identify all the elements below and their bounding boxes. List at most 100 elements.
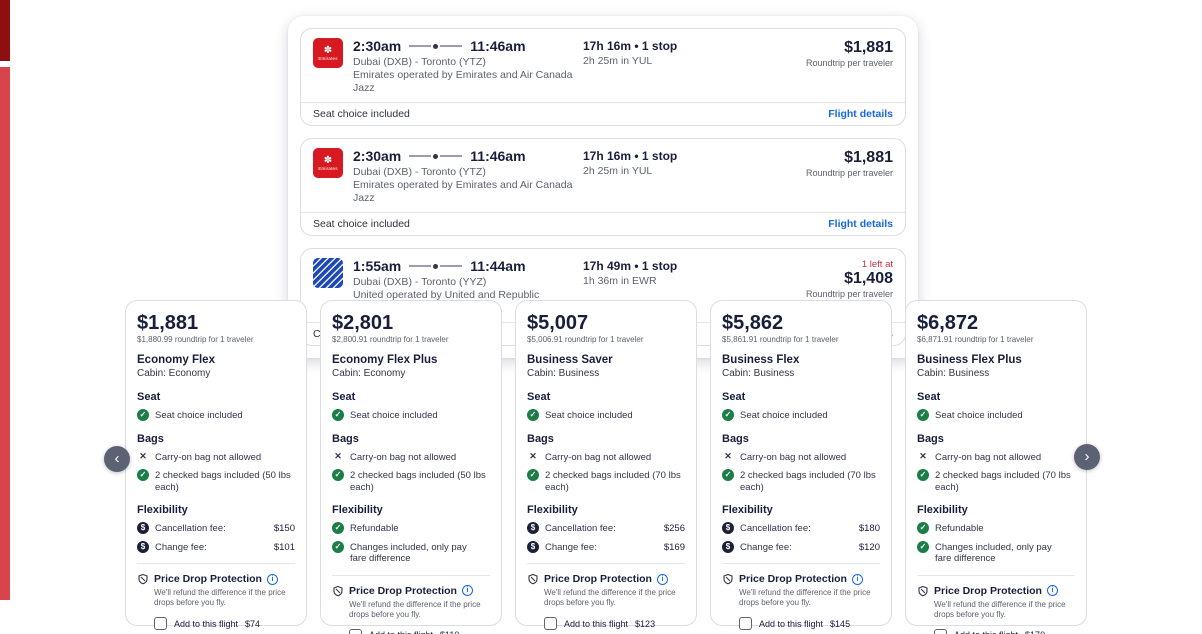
x-mark-icon [527, 451, 539, 463]
bags-section-header: Bags [332, 432, 359, 445]
price-drop-protection-title: Price Drop Protection [544, 573, 652, 585]
info-icon[interactable]: i [851, 573, 863, 585]
seat-section-header: Seat [917, 391, 941, 403]
check-circle-icon [527, 469, 539, 481]
divider [137, 563, 295, 564]
seat-item-text: Seat choice included [740, 410, 828, 421]
flight-details-link[interactable]: Flight details [828, 218, 893, 230]
info-icon[interactable]: i [461, 585, 473, 596]
divider [917, 574, 1075, 576]
left-edge-bar-bottom [0, 67, 10, 600]
duration-stops: 17h 16m • 1 stop [583, 149, 678, 163]
flexibility-item-text: Change fee: [740, 541, 792, 553]
add-to-flight-checkbox[interactable] [934, 628, 947, 634]
fee-amount: $169 [663, 541, 685, 553]
add-to-flight-checkbox[interactable] [544, 617, 557, 630]
price-drop-protection-description: We'll refund the difference if the price… [934, 599, 1066, 619]
check-circle-icon [137, 409, 149, 421]
fee-amount: $150 [273, 523, 295, 534]
fare-cabin: Cabin: Economy [332, 368, 406, 379]
flexibility-section-header: Flexibility [527, 504, 578, 516]
add-to-flight-checkbox[interactable] [154, 617, 167, 630]
urgency-note: 1 left at [861, 259, 893, 270]
flexibility-item-text: Cancellation fee: [545, 523, 616, 534]
fee-status-icon [527, 540, 539, 553]
bag-item-text: Carry-on bag not allowed [155, 451, 262, 463]
info-icon[interactable]: i [266, 573, 278, 585]
bag-item-text: Carry-on bag not allowed [935, 451, 1042, 463]
x-mark-icon [722, 451, 734, 463]
duration-stops: 17h 49m • 1 stop [583, 259, 678, 273]
route-text: Dubai (DXB) - Toronto (YYZ) [353, 276, 487, 288]
flexibility-item-text: Change fee: [155, 541, 207, 553]
chevron-right-icon: › [1084, 448, 1090, 465]
carousel-prev-button[interactable]: ‹ [104, 446, 130, 472]
amenity-badge: Seat choice included [313, 218, 410, 230]
flexibility-item: Change fee: $120 [722, 540, 880, 554]
check-circle-icon [917, 469, 929, 481]
bag-item-text: 2 checked bags included (70 lbs each) [740, 470, 876, 493]
fee-status-icon [332, 522, 344, 534]
bags-section-header: Bags [722, 432, 749, 445]
add-to-flight-checkbox[interactable] [349, 628, 362, 634]
x-mark-icon [137, 451, 149, 463]
check-circle-icon [332, 409, 344, 421]
flexibility-item: Changes included, only pay fare differen… [332, 540, 490, 565]
add-protection-row[interactable]: Add to this flight $145 [739, 617, 880, 630]
bags-section-header: Bags [527, 432, 554, 445]
add-protection-row[interactable]: Add to this flight $110 [349, 628, 490, 634]
flight-result-card[interactable]: 2:30am 11:46am Dubai (DXB) - Toronto (YT… [300, 28, 906, 126]
bag-item: 2 checked bags included (70 lbs each) [722, 469, 880, 493]
fare-cabin: Cabin: Business [722, 368, 795, 379]
flight-result-card[interactable]: 2:30am 11:46am Dubai (DXB) - Toronto (YT… [300, 138, 906, 236]
checkbox-label: Add to this flight [759, 618, 824, 629]
info-icon[interactable]: i [1046, 585, 1058, 596]
info-icon[interactable]: i [656, 573, 668, 585]
bag-item-text: 2 checked bags included (50 lbs each) [155, 470, 291, 493]
seat-section-header: Seat [332, 391, 356, 403]
bag-item: 2 checked bags included (70 lbs each) [527, 469, 685, 493]
fee-amount: $120 [858, 541, 880, 553]
flexibility-item: Change fee: $101 [137, 540, 295, 554]
flight-price: $1,881 [844, 149, 893, 166]
layover-info: 2h 25m in YUL [583, 165, 653, 177]
bag-item-text: Carry-on bag not allowed [545, 451, 652, 463]
protection-price: $145 [830, 618, 851, 629]
bag-item: Carry-on bag not allowed [332, 452, 490, 464]
flexibility-section-header: Flexibility [332, 504, 383, 516]
arrival-time: 11:44am [470, 258, 526, 274]
fare-price-detail: $5,006.91 roundtrip for 1 traveler [527, 335, 644, 344]
price-note: Roundtrip per traveler [805, 289, 893, 299]
amenity-badge: Seat choice included [313, 108, 410, 120]
arrival-time: 11:46am [470, 38, 526, 54]
seat-item-text: Seat choice included [935, 410, 1023, 421]
fare-name: Business Saver [527, 354, 613, 366]
airline-logo-icon [313, 148, 343, 178]
flexibility-item: Refundable [917, 522, 1075, 535]
add-to-flight-checkbox[interactable] [739, 617, 752, 630]
flexibility-item-text: Changes included, only pay fare differen… [935, 541, 1052, 565]
carousel-next-button[interactable]: › [1074, 444, 1100, 470]
layover-info: 1h 36m in EWR [583, 275, 657, 287]
fare-name: Economy Flex [137, 354, 215, 366]
seat-item-text: Seat choice included [155, 410, 243, 421]
fare-price-detail: $5,861.91 roundtrip for 1 traveler [722, 335, 839, 344]
check-circle-icon [137, 469, 149, 481]
fare-name: Business Flex Plus [917, 354, 1022, 366]
flight-details-link[interactable]: Flight details [828, 108, 893, 120]
bag-item-text: 2 checked bags included (70 lbs each) [545, 470, 681, 493]
price-drop-protection-description: We'll refund the difference if the price… [154, 588, 286, 607]
flexibility-item: Cancellation fee: $180 [722, 522, 880, 535]
x-mark-icon [332, 451, 344, 463]
fare-cabin: Cabin: Economy [137, 368, 211, 379]
add-protection-row[interactable]: Add to this flight $74 [154, 617, 295, 630]
shield-icon [137, 573, 149, 585]
divider [722, 563, 880, 564]
carrier-note: Emirates operated by Emirates and Air Ca… [353, 179, 573, 204]
add-protection-row[interactable]: Add to this flight $170 [934, 628, 1075, 634]
fare-option-card: $1,881 $1,880.99 roundtrip for 1 travele… [125, 300, 307, 630]
add-protection-row[interactable]: Add to this flight $123 [544, 617, 685, 630]
shield-icon [722, 573, 734, 585]
check-circle-icon [722, 409, 734, 421]
fee-amount: $101 [273, 541, 295, 553]
